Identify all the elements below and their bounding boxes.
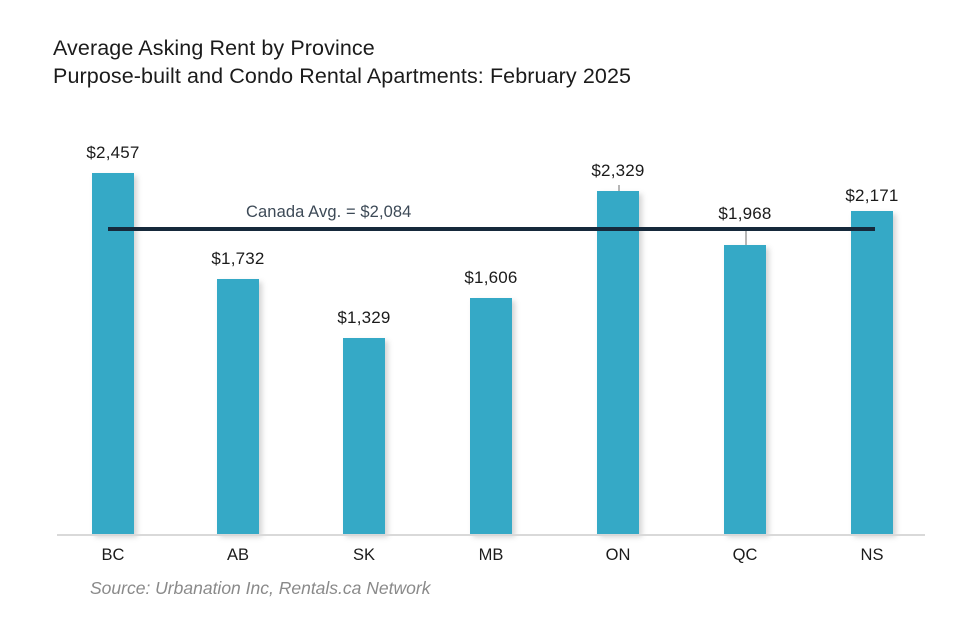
bar-value-label-ab: $1,732 xyxy=(211,249,265,268)
leader-line-on xyxy=(618,185,620,191)
bar-sk[interactable] xyxy=(343,338,385,534)
bar-on[interactable] xyxy=(597,191,639,534)
leader-line-qc xyxy=(745,228,747,245)
category-label-sk: SK xyxy=(352,546,375,564)
bar-qc[interactable] xyxy=(724,245,766,534)
category-label-ns: NS xyxy=(860,546,884,564)
average-reference-label: Canada Avg. = $2,084 xyxy=(246,203,412,221)
average-reference-line xyxy=(108,227,875,231)
title-line-2: Purpose-built and Condo Rental Apartment… xyxy=(53,64,632,88)
bar-value-label-qc: $1,968 xyxy=(718,204,772,223)
bar-mb[interactable] xyxy=(470,298,512,534)
bar-value-label-ns: $2,171 xyxy=(845,186,899,205)
title-line-1: Average Asking Rent by Province xyxy=(53,36,375,60)
bar-value-label-bc: $2,457 xyxy=(86,143,140,162)
category-label-ab: AB xyxy=(226,546,249,564)
bar-ab[interactable] xyxy=(217,279,259,534)
bar-value-label-sk: $1,329 xyxy=(337,308,391,327)
bar-value-label-on: $2,329 xyxy=(591,161,645,180)
category-axis-line xyxy=(57,534,925,536)
category-label-bc: BC xyxy=(101,546,125,564)
category-label-qc: QC xyxy=(732,546,758,564)
bar-value-label-mb: $1,606 xyxy=(464,268,518,287)
source-note: Source: Urbanation Inc, Rentals.ca Netwo… xyxy=(90,578,431,598)
category-label-on: ON xyxy=(605,546,631,564)
bar-ns[interactable] xyxy=(851,211,893,534)
category-label-mb: MB xyxy=(478,546,504,564)
page-title: Average Asking Rent by Province Purpose-… xyxy=(53,34,913,90)
bar-bc[interactable] xyxy=(92,173,134,534)
